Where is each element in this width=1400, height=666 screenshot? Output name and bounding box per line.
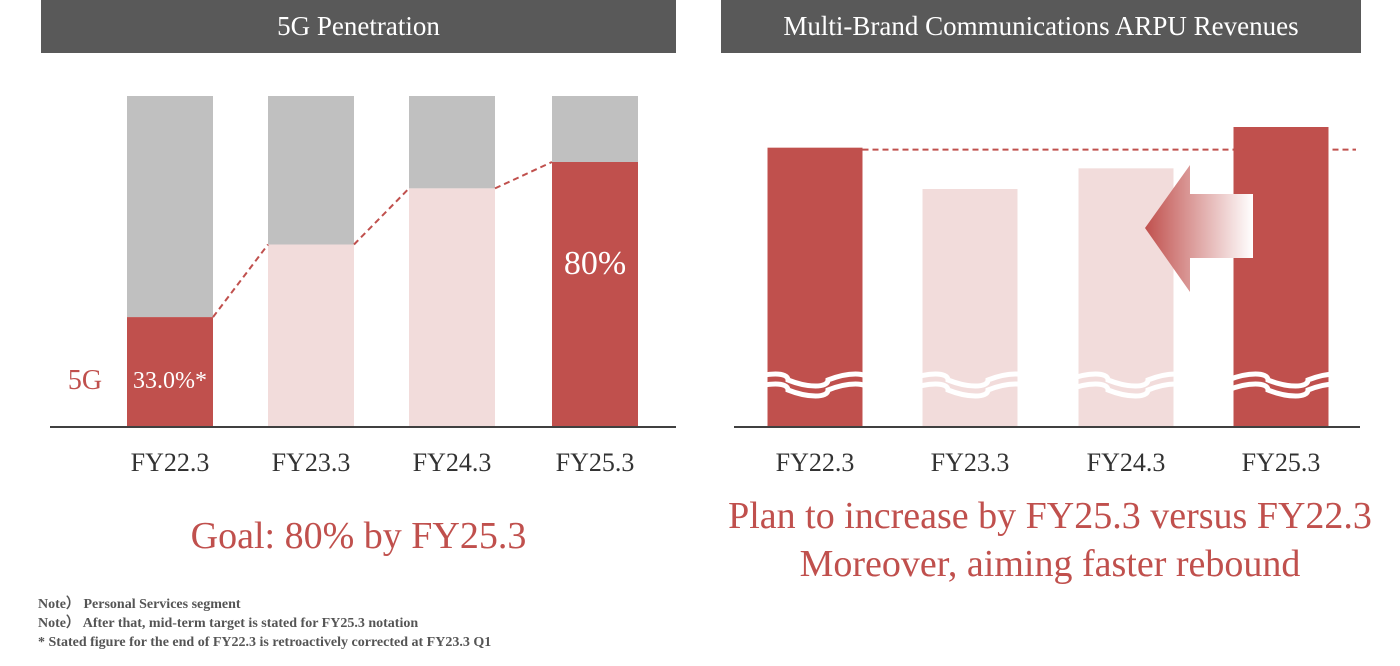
plan-caption-line-1: Plan to increase by FY25.3 versus FY22.3: [728, 495, 1372, 537]
remainder-bar-FY23.3: [268, 96, 354, 245]
footnotes: Note） Personal Services segment Note） Af…: [38, 595, 491, 652]
data-label: 80%: [564, 245, 626, 282]
x-tick-label: FY24.3: [1087, 448, 1166, 477]
plan-caption-line-2: Moreover, aiming faster rebound: [799, 543, 1301, 585]
data-label: 33.0%*: [133, 368, 207, 394]
trend-connector: [494, 161, 553, 190]
axis-break-wave: [747, 381, 1391, 399]
x-tick-label: FY25.3: [1242, 448, 1321, 477]
footnote-2: Note） After that, mid-term target is sta…: [38, 616, 419, 631]
remainder-bar-FY25.3: [552, 96, 638, 162]
plan-caption: Plan to increase by FY25.3 versus FY22.3…: [700, 492, 1400, 588]
footnote-3: * Stated figure for the end of FY22.3 is…: [38, 635, 492, 650]
penetration-bar-FY22.3: [127, 317, 213, 426]
remainder-bar-FY22.3: [127, 96, 213, 318]
remainder-bar-FY24.3: [409, 96, 495, 189]
goal-caption: Goal: 80% by FY25.3: [190, 515, 527, 557]
x-tick-label: FY25.3: [556, 448, 635, 477]
x-tick-label: FY22.3: [131, 448, 210, 477]
penetration-bar-FY24.3: [409, 188, 495, 426]
arpu-bar-FY22.3: [767, 147, 863, 426]
x-tick-label: FY23.3: [272, 448, 351, 477]
trend-connector: [212, 243, 269, 318]
x-tick-label: FY22.3: [776, 448, 855, 477]
penetration-bar-FY25.3: [552, 162, 638, 426]
arpu-chart-title: Multi-Brand Communications ARPU Revenues: [721, 0, 1361, 53]
arpu-chart: FY22.3 FY23.3 FY24.3 FY25.3: [734, 127, 1391, 477]
axis-break-wave: [747, 371, 1391, 389]
left-arrow-icon: [1145, 165, 1253, 292]
arpu-bar-FY23.3: [922, 189, 1018, 426]
x-tick-label: FY24.3: [413, 448, 492, 477]
penetration-chart-title: 5G Penetration: [41, 0, 676, 53]
x-tick-label: FY23.3: [931, 448, 1010, 477]
penetration-chart: FY22.3 FY23.3 FY24.3 FY25.3 33.0%* 80% 5G: [50, 96, 676, 477]
footnote-1: Note） Personal Services segment: [38, 597, 241, 612]
series-label-5g: 5G: [68, 365, 102, 396]
trend-connector: [353, 187, 410, 246]
arpu-bar-FY25.3: [1233, 127, 1329, 426]
penetration-bar-FY23.3: [268, 244, 354, 426]
